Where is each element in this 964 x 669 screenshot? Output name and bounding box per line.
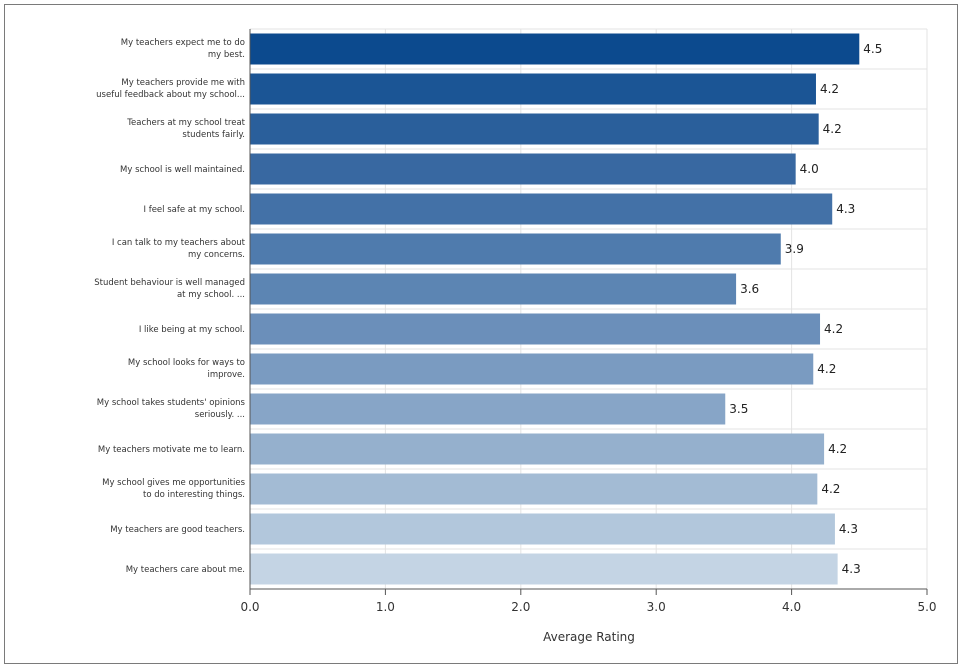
category-label: My teachers motivate me to learn.: [98, 445, 245, 455]
bar: [250, 73, 816, 105]
category-label-line: My teachers care about me.: [126, 565, 245, 575]
value-label: 4.2: [817, 362, 836, 376]
bar-chart: My teachers expect me to do my best.My te…: [94, 28, 937, 644]
value-label: 4.0: [800, 162, 819, 176]
category-label-line: seriously. ...: [195, 410, 245, 420]
category-label-line: at my school. ...: [177, 290, 245, 300]
category-label-line: I like being at my school.: [139, 325, 245, 335]
value-label: 4.3: [836, 202, 855, 216]
value-label: 4.2: [820, 82, 839, 96]
category-label: My school gives me opportunities to do in…: [102, 478, 245, 500]
category-label-line: Teachers at my school treat: [126, 118, 245, 128]
category-label: Student behaviour is well managed at my s…: [94, 278, 245, 300]
value-label: 4.3: [842, 562, 861, 576]
category-label-line: My school takes students' opinions: [97, 398, 246, 408]
category-label-line: My teachers motivate me to learn.: [98, 445, 245, 455]
category-label: I like being at my school.: [139, 325, 245, 335]
bar: [250, 33, 860, 65]
x-axis-title: Average Rating: [543, 630, 635, 644]
value-label: 3.5: [729, 402, 748, 416]
category-label-line: My teachers are good teachers.: [110, 525, 245, 535]
category-label-line: My school looks for ways to: [128, 358, 245, 368]
gridlines: [250, 28, 928, 590]
chart-frame: My teachers expect me to do my best. My te…: [4, 4, 958, 664]
category-label-line: My teachers provide me with: [121, 78, 245, 88]
value-label: 4.2: [821, 482, 840, 496]
value-label: 4.2: [828, 442, 847, 456]
category-label: Teachers at my school treat students fair…: [126, 118, 245, 140]
category-label-line: I can talk to my teachers about: [112, 238, 246, 248]
category-label: My teachers are good teachers.: [110, 525, 245, 535]
value-label: 4.2: [824, 322, 843, 336]
category-label-line: I feel safe at my school.: [144, 205, 246, 215]
category-label: I can talk to my teachers about my concer…: [112, 238, 246, 260]
category-label: My teachers care about me.: [126, 565, 245, 575]
category-label-line: my best.: [208, 50, 245, 60]
value-label: 4.5: [863, 42, 882, 56]
category-label-line: My school is well maintained.: [120, 165, 245, 175]
bar: [250, 273, 737, 305]
bar: [250, 393, 726, 425]
bar: [250, 433, 825, 465]
category-label-line: to do interesting things.: [143, 490, 245, 500]
category-label-line: students fairly.: [182, 130, 245, 140]
x-tick-label: 0.0: [240, 600, 259, 614]
category-label-line: My school gives me opportunities: [102, 478, 245, 488]
category-label: My teachers provide me with useful feedba…: [96, 78, 245, 100]
category-label-line: useful feedback about my school...: [96, 90, 245, 100]
value-label: 4.3: [839, 522, 858, 536]
bars: [250, 33, 860, 585]
category-label: My school takes students' opinions seriou…: [97, 398, 246, 420]
bar: [250, 233, 781, 265]
bar: [250, 553, 838, 585]
category-label: My school is well maintained.: [120, 165, 245, 175]
category-label-line: My teachers expect me to do: [121, 38, 245, 48]
x-tick-label: 5.0: [917, 600, 936, 614]
category-label: I feel safe at my school.: [144, 205, 246, 215]
x-tick-label: 1.0: [376, 600, 395, 614]
category-label-line: my concerns.: [188, 250, 245, 260]
value-label: 3.9: [785, 242, 804, 256]
x-axis: 0.0 1.0 2.0 3.0 4.0 5.0: [240, 29, 937, 614]
category-label: My school looks for ways to improve.: [128, 358, 245, 380]
value-label: 3.6: [740, 282, 759, 296]
bar: [250, 513, 835, 545]
bar: [250, 353, 814, 385]
bar: [250, 113, 819, 145]
value-label: 4.2: [823, 122, 842, 136]
bar: [250, 473, 818, 505]
category-label-line: Student behaviour is well managed: [94, 278, 245, 288]
category-label-line: improve.: [207, 370, 245, 380]
bar: [250, 313, 821, 345]
category-label: My teachers expect me to do my best.: [121, 38, 245, 60]
x-tick-label: 3.0: [647, 600, 666, 614]
x-tick-label: 4.0: [782, 600, 801, 614]
x-tick-label: 2.0: [511, 600, 530, 614]
bar: [250, 153, 796, 185]
value-labels: 4.5 4.2 4.2 4.0 4.3 3.9 3.6 4.2 4.2 3.5 4.2 4.2 4.3 4…: [729, 42, 882, 576]
bar: [250, 193, 833, 225]
category-labels: My teachers expect me to do my best.My te…: [94, 38, 245, 575]
